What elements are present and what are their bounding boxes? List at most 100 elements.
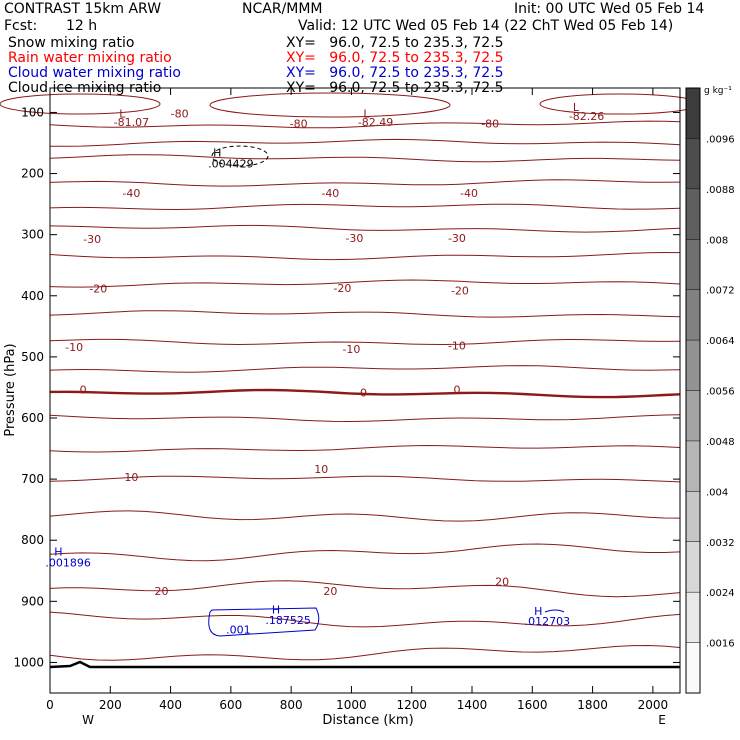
forecast-value: 12 h	[66, 18, 98, 34]
west-label: W	[82, 713, 94, 727]
init-time: Init: 00 UTC Wed 05 Feb 14	[514, 1, 705, 17]
contour-line	[49, 203, 681, 211]
contour-label: -40	[321, 187, 339, 200]
colorbar-swatch	[686, 340, 700, 391]
contour-label: L	[363, 107, 370, 120]
contour-label: -20	[451, 285, 469, 298]
y-tick-label: 900	[21, 594, 44, 608]
y-axis-label: Pressure (hPa)	[3, 343, 18, 436]
contour-label: -80	[290, 118, 308, 131]
contour-line	[49, 611, 681, 628]
colorbar-swatch	[686, 289, 700, 341]
contour-label: -81.07	[114, 116, 149, 129]
y-tick-label: 1000	[13, 655, 44, 669]
contour-line	[49, 475, 681, 483]
contour-label: -20	[333, 282, 351, 295]
y-tick-label: 400	[21, 289, 44, 303]
colorbar-tick-label: .0032	[706, 538, 735, 549]
y-tick-label: 300	[21, 228, 44, 242]
contour-label: 10	[124, 471, 138, 484]
plot-frame	[49, 87, 681, 694]
contour-line	[49, 365, 681, 373]
contour-label: 20	[495, 575, 509, 588]
contour-label: .012703	[525, 615, 571, 628]
colorbar-tick-label: .0056	[706, 387, 735, 398]
field-xy-rain: XY= 96.0, 72.5 to 235.3, 72.5	[286, 50, 504, 66]
contour-label: .001	[226, 624, 251, 637]
x-axis-label: Distance (km)	[322, 713, 413, 728]
contour-line	[49, 580, 681, 598]
colorbar-swatch	[686, 440, 700, 492]
valid-time: Valid: 12 UTC Wed 05 Feb 14 (22 ChT Wed …	[298, 18, 674, 34]
contour-label: H	[272, 604, 280, 617]
colorbar-tick-label: .0064	[706, 336, 735, 347]
field-xy-snow: XY= 96.0, 72.5 to 235.3, 72.5	[286, 35, 504, 51]
colorbar-swatch	[686, 138, 700, 189]
y-tick-label: 500	[21, 350, 44, 364]
colorbar-swatch	[686, 188, 700, 240]
contour-label: 0	[80, 384, 87, 397]
model-title: CONTRAST 15km ARW	[4, 1, 162, 17]
contour-line	[49, 510, 681, 522]
contour-label: -10	[65, 341, 83, 354]
contour-line	[49, 338, 681, 346]
colorbar-tick-label: .008	[706, 235, 728, 246]
contour-label: H	[534, 605, 542, 618]
contour-label: -10	[342, 343, 360, 356]
cloud-water-contours	[208, 607, 565, 637]
contour-label: -30	[83, 233, 101, 246]
east-label: E	[658, 713, 666, 727]
terrain-line	[49, 660, 680, 669]
contour-label: 20	[155, 585, 169, 598]
contour-label: -80	[171, 107, 189, 120]
terrain-surface	[49, 660, 680, 669]
contour-label: -10	[448, 340, 466, 353]
x-tick-label: 1800	[577, 698, 608, 712]
x-tick-label: 1600	[517, 698, 548, 712]
x-tick-label: 400	[159, 698, 182, 712]
x-tick-label: 800	[280, 698, 303, 712]
colorbar-swatch	[686, 239, 700, 290]
y-tick-label: 800	[21, 533, 44, 547]
contour-label: -30	[345, 232, 363, 245]
contour-label: -40	[460, 187, 478, 200]
contour-label: H	[54, 546, 62, 559]
colorbar-swatch	[686, 642, 700, 693]
contour-line	[49, 444, 681, 453]
colorbar-swatch	[686, 390, 700, 441]
closed-contour	[539, 93, 701, 115]
contour-line	[49, 179, 681, 187]
contour-label: -40	[122, 187, 140, 200]
x-tick-label: 200	[99, 698, 122, 712]
colorbar-tick-label: .0048	[706, 437, 735, 448]
forecast-label: Fcst:	[4, 18, 38, 34]
colorbar-tick-label: .0024	[706, 588, 735, 599]
field-xy-cloudwater: XY= 96.0, 72.5 to 235.3, 72.5	[286, 65, 504, 81]
x-tick-label: 1000	[336, 698, 367, 712]
contour-line	[49, 310, 681, 318]
colorbar-tick-label: .0016	[706, 639, 735, 650]
ice-contour	[211, 145, 269, 167]
y-tick-label: 600	[21, 411, 44, 425]
temperature-contours	[0, 92, 701, 661]
x-tick-label: 1400	[457, 698, 488, 712]
y-tick-label: 200	[21, 167, 44, 181]
contour-line	[49, 251, 681, 261]
contour-label: .004429	[208, 157, 254, 170]
contour-label: -82.26	[569, 110, 604, 123]
x-tick-label: 1200	[396, 698, 427, 712]
contour-line	[49, 279, 681, 288]
x-tick-label: 0	[46, 698, 54, 712]
colorbar-tick-label: .0088	[706, 185, 735, 196]
contour-line	[49, 224, 681, 233]
colorbar-swatch	[686, 88, 700, 139]
contour-line	[49, 543, 681, 562]
contour-line	[49, 644, 681, 661]
contour-label: -82.49	[358, 116, 393, 129]
contour-label: L	[119, 107, 126, 120]
cloud-contour	[544, 609, 565, 613]
contour-label: .187525	[265, 614, 311, 627]
closed-contour	[0, 93, 161, 115]
